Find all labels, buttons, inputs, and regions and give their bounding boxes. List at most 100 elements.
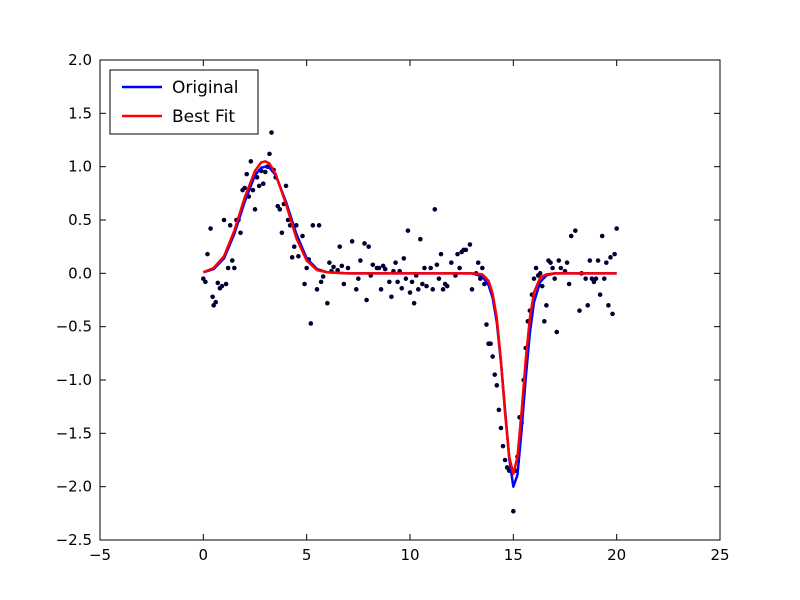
scatter-point-88 <box>403 276 409 281</box>
scatter-point-80 <box>387 279 392 285</box>
scatter-point-79 <box>382 266 388 272</box>
scatter-point-120 <box>480 265 485 271</box>
scatter-point-18 <box>238 230 243 236</box>
scatter-point-149 <box>539 283 545 289</box>
scatter-point-126 <box>492 372 498 377</box>
scatter-point-131 <box>502 457 508 463</box>
scatter-point-90 <box>407 290 413 295</box>
y-tick-label-1: −2.0 <box>56 478 92 496</box>
scatter-point-3 <box>208 226 213 231</box>
scatter-point-14 <box>229 258 235 263</box>
scatter-point-151 <box>544 303 549 308</box>
scatter-point-101 <box>432 207 438 212</box>
scatter-point-7 <box>215 280 221 286</box>
scatter-point-100 <box>430 287 436 292</box>
scatter-point-32 <box>267 151 272 157</box>
legend-box <box>109 69 259 135</box>
x-axis-ticks: −5 0 5 10 15 20 25 <box>89 60 730 564</box>
scatter-point-21 <box>244 171 250 177</box>
scatter-point-104 <box>438 251 444 257</box>
scatter-point-98 <box>424 283 429 289</box>
scatter-point-95 <box>418 236 423 242</box>
scatter-point-115 <box>467 242 473 247</box>
scatter-point-99 <box>428 265 433 271</box>
scatter-point-92 <box>411 300 417 306</box>
scatter-point-68 <box>356 276 361 281</box>
scatter-point-2 <box>205 251 210 257</box>
scatter-point-58 <box>327 260 332 265</box>
scatter-point-53 <box>314 287 320 292</box>
scatter-point-178 <box>608 255 613 260</box>
series-line-best-fit <box>202 160 617 476</box>
scatter-point-15 <box>232 265 237 271</box>
y-tick-label-9: 2.0 <box>68 51 92 69</box>
scatter-point-168 <box>587 258 593 263</box>
x-tick-label-4: 15 <box>504 546 523 564</box>
scatter-point-10 <box>221 217 227 223</box>
scatter-point-54 <box>316 223 322 228</box>
y-tick-label-6: 0.5 <box>68 211 92 229</box>
scatter-point-129 <box>498 425 504 431</box>
scatter-point-72 <box>366 244 371 249</box>
scatter-point-94 <box>415 287 421 292</box>
scatter-point-177 <box>606 303 611 308</box>
scatter-point-181 <box>614 226 619 231</box>
scatter-point-150 <box>542 319 547 324</box>
y-tick-label-7: 1.0 <box>68 158 92 176</box>
scatter-point-83 <box>393 260 398 265</box>
scatter-point-128 <box>496 407 502 413</box>
scatter-point-102 <box>434 262 440 268</box>
x-tick-label-5: 20 <box>607 546 626 564</box>
scatter-point-61 <box>335 267 340 273</box>
scatter-point-30 <box>263 169 268 175</box>
x-tick-label-6: 25 <box>710 546 729 564</box>
x-tick-label-0: −5 <box>89 546 111 564</box>
scatter-point-62 <box>337 244 343 249</box>
y-tick-label-3: −1.0 <box>56 371 92 389</box>
scatter-point-157 <box>556 258 562 263</box>
scatter-point-105 <box>440 287 446 292</box>
scatter-point-60 <box>331 264 336 270</box>
legend-label-best-fit: Best Fit <box>172 107 235 127</box>
scatter-point-49 <box>304 265 309 271</box>
y-tick-label-5: 0.0 <box>68 264 92 282</box>
scatter-point-57 <box>325 300 330 306</box>
scatter-point-154 <box>550 265 555 271</box>
scatter-point-175 <box>601 276 607 281</box>
scatter-point-29 <box>260 181 266 187</box>
scatter-point-48 <box>302 281 307 287</box>
scatter-point-173 <box>597 292 603 297</box>
scatter-point-40 <box>283 183 289 189</box>
scatter-points <box>201 130 619 514</box>
scatter-point-87 <box>401 256 407 261</box>
y-tick-label-4: −0.5 <box>56 318 92 336</box>
scatter-point-158 <box>558 265 564 271</box>
scatter-point-77 <box>378 287 384 292</box>
scatter-point-116 <box>469 287 475 292</box>
x-tick-label-2: 5 <box>302 546 312 564</box>
scatter-point-46 <box>296 253 301 259</box>
scatter-point-67 <box>353 287 359 292</box>
scatter-point-24 <box>250 187 256 193</box>
scatter-point-176 <box>604 260 609 265</box>
scatter-point-146 <box>533 265 539 271</box>
scatter-point-145 <box>531 276 537 281</box>
scatter-point-160 <box>564 260 570 265</box>
scatter-point-12 <box>225 265 231 271</box>
scatter-point-86 <box>399 285 405 291</box>
scatter-point-111 <box>457 265 462 271</box>
scatter-point-174 <box>599 233 605 239</box>
scatter-point-155 <box>552 276 557 281</box>
x-tick-label-1: 0 <box>199 546 209 564</box>
scatter-point-43 <box>289 255 295 260</box>
scatter-point-20 <box>242 185 247 191</box>
scatter-point-122 <box>484 322 489 327</box>
scatter-point-23 <box>248 159 254 164</box>
scatter-point-25 <box>252 207 258 212</box>
scatter-point-65 <box>345 265 351 271</box>
scatter-point-156 <box>554 329 560 335</box>
scatter-point-148 <box>537 271 543 276</box>
x-tick-label-3: 10 <box>400 546 419 564</box>
scatter-point-125 <box>490 354 495 359</box>
